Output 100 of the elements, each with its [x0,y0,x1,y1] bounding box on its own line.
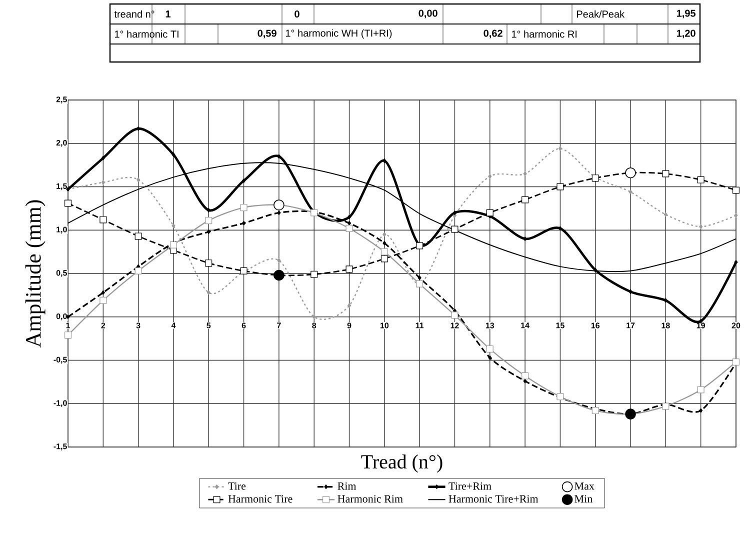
x-tick-label: 14 [521,322,530,328]
text: Peak/Peak [577,10,625,18]
text: 1,95 [676,10,696,18]
y-tick-label: 1,0 [56,226,67,234]
point [206,208,210,212]
text: 1° harmonic WH (TI+RI) [286,29,392,39]
point [170,241,177,248]
point [205,260,212,267]
point [312,314,316,320]
x-tick-label: 3 [136,322,140,328]
point [699,224,703,229]
legend-label: Harmonic Rim [338,495,403,503]
point [382,158,386,164]
legend-label: Max [574,482,594,490]
x-tick-label: 20 [732,322,740,328]
point [101,180,105,185]
point [240,204,248,212]
point [100,296,107,304]
text: 1 [166,10,171,18]
point [734,213,738,218]
point [522,372,529,380]
y-tick-label: -0,5 [54,356,67,364]
x-tick-label: 6 [242,322,246,328]
point [732,358,740,366]
x-tick-label: 10 [380,322,389,328]
point [242,178,246,183]
point [277,258,281,263]
x-tick-label: 15 [556,322,564,328]
point [346,224,353,232]
point [628,190,632,194]
point [100,216,107,224]
point [242,220,246,226]
text: 0,62 [484,30,502,38]
point [347,303,352,308]
point [486,209,494,216]
point [699,408,703,413]
y-tick-label: 1,5 [56,183,67,190]
x-tick-label: 2 [101,322,106,328]
point [592,407,599,414]
point [172,152,176,157]
point [558,226,562,231]
point [523,171,527,176]
x-tick-label: 12 [450,322,459,328]
text: 1,20 [676,30,696,38]
x-tick-label: 16 [591,322,600,328]
y-tick-label: 2,5 [56,96,67,104]
legend-label: Harmonic Tire+Rim [448,495,538,503]
point [277,210,281,216]
x-tick-label: 9 [347,322,352,328]
point [64,332,72,339]
point [451,312,458,319]
x-tick-label: 4 [171,322,176,328]
point [418,276,422,280]
legend-label: Tire [228,482,246,490]
point [486,345,494,352]
point [346,266,353,273]
x-tick-label: 19 [696,322,705,328]
point [134,232,142,240]
x-tick-label: 18 [662,322,670,328]
point [101,156,105,160]
point [380,255,388,262]
text: 1° harmonic RI [512,30,576,38]
y-tick-label: 2,0 [56,140,67,147]
text: 0,00 [418,10,438,18]
point [558,146,562,151]
point [380,248,388,256]
point [734,260,738,265]
legend-label: Harmonic Tire [228,495,292,503]
legend-label: Rim [338,482,356,490]
point [594,268,598,272]
y-tick-label: 0,0 [56,313,67,320]
x-axis-title: Tread (n°) [361,454,442,473]
x-tick-label: 7 [277,322,281,328]
x-tick-label: 17 [626,322,635,328]
point [206,230,210,234]
point [523,236,527,242]
point [628,289,632,294]
point [136,178,140,182]
legend-label: Tire+Rim [448,482,492,490]
x-tick-label: 8 [312,322,316,328]
point [697,176,704,184]
point [451,226,458,233]
point [592,174,599,182]
legend-label: Min [574,495,592,502]
x-tick-label: 1 [66,322,70,328]
point [382,232,386,237]
point [206,290,210,295]
y-tick-label: -1,5 [54,444,67,450]
point [310,270,318,278]
point [347,220,352,226]
point [523,378,527,384]
y-tick-label: 0,5 [56,270,67,277]
point [488,355,492,360]
point [64,200,72,207]
x-tick-label: 13 [486,322,494,328]
point [662,170,670,178]
text: 1° harmonic TI [114,30,178,38]
y-axis-title: Amplitude (mm) [25,200,46,348]
point [205,217,212,224]
point [522,196,529,204]
